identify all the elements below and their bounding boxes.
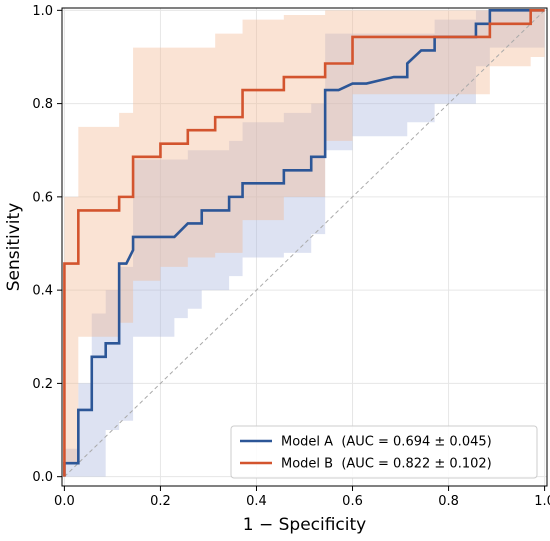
y-axis-label: Sensitivity — [4, 203, 24, 292]
y-tick-label: 0.2 — [32, 377, 53, 392]
legend: Model A (AUC = 0.694 ± 0.045) Model B (A… — [230, 425, 538, 479]
confidence-bands — [64, 10, 545, 477]
axis-ticks: 0.0 0.2 0.4 0.6 0.8 1.0 0.0 0.2 0.4 0.6 0.8 1.0 — [32, 4, 550, 509]
legend-label-model-b: Model B (AUC = 0.822 ± 0.102) — [281, 457, 492, 472]
confidence-band-model-a — [64, 10, 545, 477]
y-tick-label: 1.0 — [32, 4, 53, 19]
x-tick-label: 0.8 — [438, 494, 459, 509]
roc-curves — [63, 9, 545, 477]
grid — [62, 8, 547, 486]
x-tick-label: 0.2 — [150, 494, 171, 509]
legend-label-model-a: Model A (AUC = 0.694 ± 0.045) — [281, 435, 492, 450]
y-tick-label: 0.6 — [32, 190, 53, 205]
x-tick-label: 0.0 — [54, 494, 75, 509]
y-tick-label: 0.8 — [32, 97, 53, 112]
x-tick-label: 1.0 — [534, 494, 550, 509]
y-tick-label: 0.0 — [32, 470, 53, 485]
legend-box — [230, 425, 538, 479]
confidence-band-model-b — [64, 10, 545, 463]
x-tick-label: 0.4 — [246, 494, 267, 509]
plot-frame — [61, 7, 548, 487]
x-axis-label: 1 − Specificity — [243, 515, 366, 535]
roc-line-model-a — [63, 9, 545, 477]
y-tick-label: 0.4 — [32, 284, 53, 299]
roc-line-model-b — [63, 9, 545, 477]
x-tick-label: 0.6 — [342, 494, 363, 509]
